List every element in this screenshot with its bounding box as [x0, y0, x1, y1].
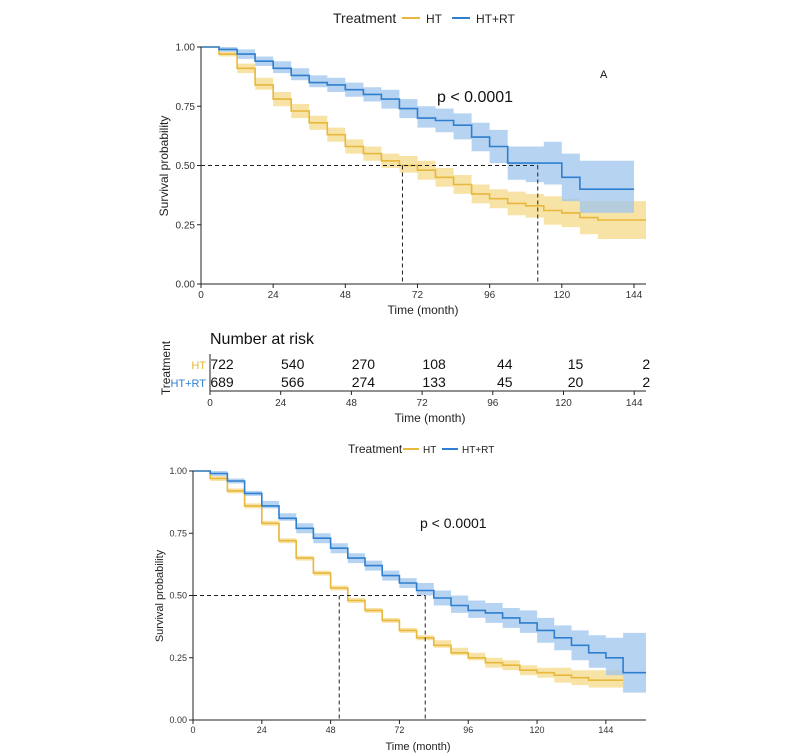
y-axis-title-b: Survival probability: [154, 549, 166, 642]
legend-a-label-ht: HT: [426, 12, 443, 26]
x-tick-label: 48: [340, 290, 352, 301]
risk-x-tick-label: 48: [346, 398, 358, 409]
legend-b-label-ht: HT: [423, 445, 436, 456]
risk-value-htrt: 2: [642, 374, 650, 390]
x-axis-title-a: Time (month): [388, 303, 459, 317]
risk-table-x-title: Time (month): [395, 411, 466, 425]
risk-value-ht: 44: [497, 356, 513, 372]
risk-value-htrt: 274: [352, 374, 376, 390]
risk-value-ht: 2: [642, 356, 650, 372]
x-tick-label: 144: [598, 725, 613, 735]
y-axis-title-a: Survival probability: [157, 116, 171, 217]
survival-curve-htrt: [201, 46, 634, 190]
risk-row-label-htrt: HT+RT: [170, 378, 206, 390]
risk-value-htrt: 20: [568, 374, 584, 390]
risk-x-tick-label: 144: [626, 398, 643, 409]
risk-x-tick-label: 120: [555, 398, 572, 409]
ci-band-ht: [201, 47, 646, 239]
x-tick-label: 120: [530, 725, 545, 735]
x-tick-label: 0: [190, 725, 195, 735]
y-tick-label: 0.25: [169, 653, 187, 663]
risk-value-ht: 270: [352, 356, 376, 372]
legend-b-title: Treatment: [348, 442, 403, 456]
chart-b: Treatment HT HT+RT 0 24 48 72 96 120 144 0.00 0.…: [154, 442, 646, 753]
x-tick-label: 24: [257, 725, 267, 735]
survival-curve-ht: [193, 470, 624, 681]
risk-x-tick-label: 24: [275, 398, 287, 409]
y-tick-label: 1.00: [176, 43, 196, 54]
ci-band-htrt: [193, 471, 646, 693]
risk-x-tick-label: 0: [207, 398, 213, 409]
chart-a: Treatment HT HT+RT 0 24 48 72 96 120 144 0.00 0.…: [157, 10, 646, 317]
y-tick-label: 0.50: [169, 591, 187, 601]
x-tick-label: 48: [326, 725, 336, 735]
risk-value-htrt: 45: [497, 374, 513, 390]
ci-band-htrt: [201, 47, 634, 213]
risk-value-htrt: 133: [422, 374, 446, 390]
risk-value-htrt: 689: [210, 374, 234, 390]
risk-value-ht: 540: [281, 356, 305, 372]
risk-value-ht: 15: [568, 356, 584, 372]
risk-row-label-ht: HT: [191, 360, 206, 372]
x-tick-label: 120: [553, 290, 570, 301]
x-tick-label: 0: [198, 290, 204, 301]
risk-x-tick-label: 72: [417, 398, 429, 409]
y-tick-label: 0.75: [169, 528, 187, 538]
y-tick-label: 1.00: [169, 466, 187, 476]
risk-value-ht: 108: [422, 356, 446, 372]
x-tick-label: 72: [394, 725, 404, 735]
x-tick-label: 96: [484, 290, 496, 301]
legend-b-label-htrt: HT+RT: [462, 445, 494, 456]
risk-x-tick-label: 96: [487, 398, 499, 409]
survival-curve-htrt: [193, 470, 646, 674]
legend-a: Treatment HT HT+RT: [333, 10, 515, 26]
x-tick-label: 24: [268, 290, 280, 301]
y-tick-label: 0.00: [176, 280, 196, 291]
legend-a-label-htrt: HT+RT: [476, 12, 515, 26]
x-tick-label: 144: [626, 290, 643, 301]
risk-table-title: Number at risk: [210, 331, 315, 348]
risk-table-y-title: Treatment: [159, 340, 173, 395]
risk-value-ht: 722: [210, 356, 234, 372]
y-tick-label: 0.25: [176, 220, 196, 231]
legend-a-title: Treatment: [333, 10, 396, 26]
p-value-a: p < 0.0001: [437, 89, 513, 106]
risk-value-htrt: 566: [281, 374, 305, 390]
y-tick-label: 0.50: [176, 161, 196, 172]
y-tick-label: 0.00: [169, 715, 187, 725]
y-tick-label: 0.75: [176, 102, 196, 113]
x-tick-label: 96: [463, 725, 473, 735]
x-tick-label: 72: [412, 290, 424, 301]
survival-curve-ht: [201, 46, 646, 221]
x-axis-title-b: Time (month): [386, 741, 451, 753]
ci-band-ht: [193, 471, 624, 688]
p-value-b: p < 0.0001: [420, 515, 487, 531]
risk-table: Number at risk Treatment HT 722 540 270 108 4…: [159, 331, 650, 425]
legend-b: Treatment HT HT+RT: [348, 442, 494, 456]
panel-label-a: A: [600, 69, 608, 81]
